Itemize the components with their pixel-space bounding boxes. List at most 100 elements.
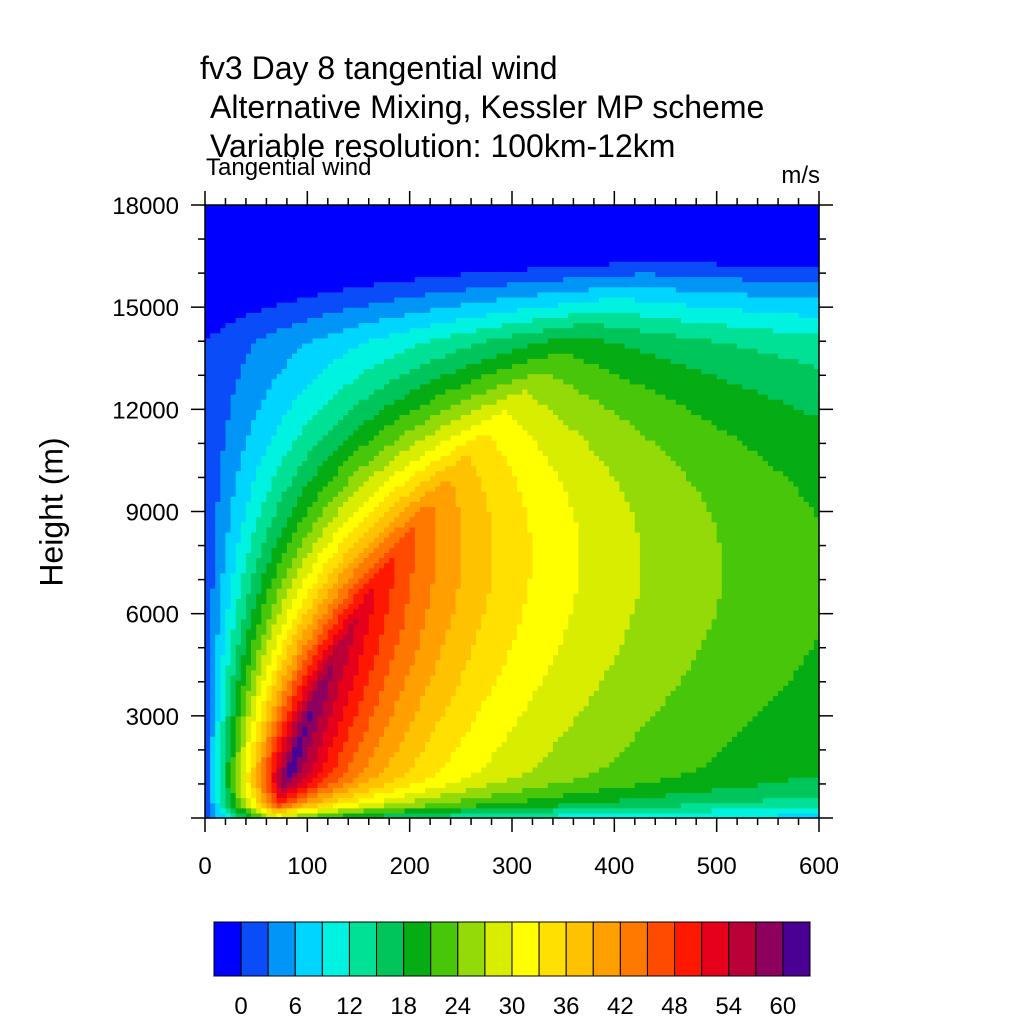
field-cell (322, 797, 329, 804)
field-cell (317, 654, 324, 661)
field-cell (251, 256, 257, 262)
field-cell (291, 618, 298, 625)
field-cell (399, 348, 406, 354)
field-cell (353, 731, 360, 737)
field-cell (343, 685, 349, 691)
field-cell (404, 680, 411, 686)
field-cell (338, 348, 344, 354)
field-cell (404, 337, 411, 344)
field-cell (220, 598, 227, 605)
field-cell (389, 496, 395, 502)
field-cell (266, 521, 273, 528)
field-cell (409, 388, 416, 395)
field-cell (409, 210, 416, 216)
field-cell (338, 491, 344, 497)
field-cell (302, 480, 308, 487)
field-cell (266, 705, 273, 712)
field-cell (363, 235, 370, 242)
field-cell (384, 720, 390, 727)
field-cell (286, 205, 293, 211)
field-cell (251, 245, 257, 252)
field-cell (220, 802, 227, 809)
field-cell (363, 547, 370, 553)
field-cell (230, 562, 237, 569)
field-cell (276, 342, 283, 349)
field-cell (297, 664, 303, 671)
field-cell (399, 439, 406, 446)
field-cell (338, 261, 344, 267)
field-cell (271, 649, 278, 656)
field-cell (281, 480, 288, 487)
field-cell (384, 797, 390, 804)
field-cell (327, 378, 334, 385)
field-cell (353, 531, 360, 538)
field-cell (307, 802, 314, 809)
field-cell (215, 531, 221, 538)
field-cell (271, 450, 278, 456)
field-cell (327, 669, 334, 676)
field-cell (297, 445, 303, 451)
field-cell (230, 358, 237, 364)
field-cell (363, 399, 370, 405)
field-cell (297, 680, 303, 686)
field-cell (302, 281, 308, 288)
field-cell (281, 521, 288, 528)
field-cell (266, 659, 273, 666)
field-cell (291, 424, 298, 431)
field-cell (230, 726, 237, 732)
field-cell (332, 583, 339, 589)
field-cell (220, 342, 227, 349)
field-cell (225, 542, 232, 548)
field-cell (286, 388, 293, 395)
field-cell (373, 256, 380, 262)
field-cell (205, 363, 211, 370)
field-cell (205, 649, 211, 656)
field-cell (399, 516, 406, 523)
field-cell (343, 266, 349, 273)
field-cell (363, 327, 370, 334)
field-cell (240, 756, 247, 763)
field-cell (297, 291, 303, 298)
field-cell (266, 383, 273, 390)
field-cell (368, 516, 375, 523)
field-cell (215, 608, 221, 615)
field-cell (343, 705, 349, 712)
field-cell (404, 409, 411, 416)
field-cell (271, 669, 278, 676)
field-cell (251, 281, 257, 288)
field-cell (399, 368, 406, 375)
field-cell (348, 342, 354, 349)
field-cell (251, 516, 257, 523)
field-cell (348, 547, 354, 553)
field-cell (230, 307, 237, 313)
field-cell (389, 250, 395, 257)
field-cell (286, 491, 293, 497)
field-cell (363, 741, 370, 748)
field-cell (245, 664, 252, 671)
field-cell (389, 465, 395, 472)
field-cell (291, 613, 298, 620)
field-cell (266, 409, 273, 416)
field-cell (373, 695, 380, 702)
field-cell (409, 526, 416, 533)
field-cell (307, 205, 314, 211)
field-cell (384, 256, 390, 262)
field-cell (256, 296, 262, 303)
field-cell (373, 634, 380, 640)
field-cell (261, 526, 267, 533)
field-cell (225, 603, 232, 610)
field-cell (261, 271, 267, 278)
field-cell (358, 751, 365, 758)
field-cell (225, 291, 232, 298)
field-cell (348, 460, 354, 467)
field-cell (281, 358, 288, 364)
field-cell (348, 296, 354, 303)
field-cell (373, 286, 380, 293)
field-cell (384, 782, 390, 788)
field-cell (251, 501, 257, 507)
field-cell (363, 445, 370, 451)
field-cell (322, 363, 329, 370)
field-cell (271, 664, 278, 671)
field-cell (373, 644, 380, 651)
field-cell (332, 399, 339, 405)
